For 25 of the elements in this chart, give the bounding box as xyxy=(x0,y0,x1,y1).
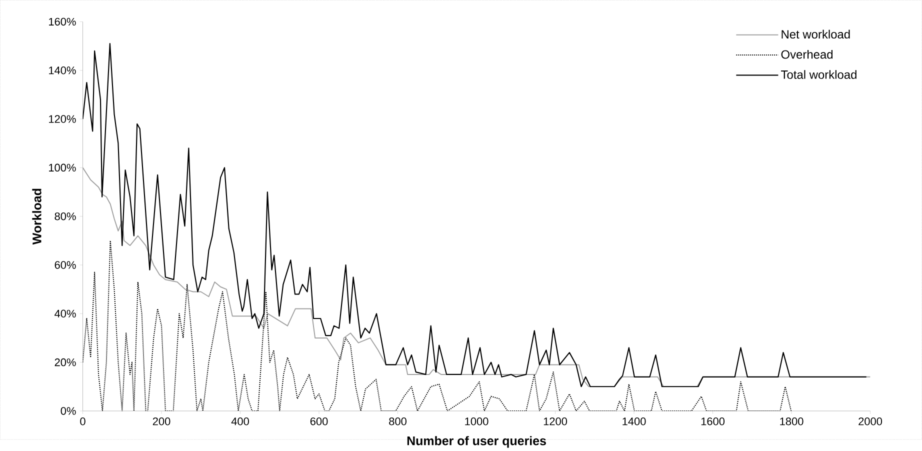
legend-label: Net workload xyxy=(782,30,850,39)
x-tick-label: 200 xyxy=(152,417,170,426)
y-tick-label: 0% xyxy=(60,407,76,415)
y-axis-title: Workload xyxy=(32,188,42,245)
x-tick-label: 1200 xyxy=(544,417,568,426)
y-tick-label: 160% xyxy=(49,18,76,26)
x-tick-label: 1600 xyxy=(701,417,725,426)
x-tick-label: 400 xyxy=(231,417,249,426)
y-tick-label: 140% xyxy=(49,66,76,74)
legend-label: Overhead xyxy=(781,50,833,59)
x-tick-label: 1800 xyxy=(780,417,804,426)
y-tick-label: 120% xyxy=(49,115,76,123)
x-tick-label: 600 xyxy=(310,417,328,426)
x-tick-label: 2000 xyxy=(858,417,882,426)
x-tick-label: 800 xyxy=(389,417,406,426)
y-tick-label: 40% xyxy=(54,310,76,318)
legend-label: Total workload xyxy=(781,70,856,79)
x-tick-label: 1400 xyxy=(622,417,646,426)
x-axis-title: Number of user queries xyxy=(407,436,546,448)
y-tick-label: 60% xyxy=(54,261,76,269)
y-tick-label: 20% xyxy=(54,358,76,366)
y-tick-label: 80% xyxy=(54,212,76,220)
y-tick-label: 100% xyxy=(49,164,76,172)
x-tick-label: 0 xyxy=(80,417,86,426)
x-tick-label: 1000 xyxy=(465,417,488,426)
